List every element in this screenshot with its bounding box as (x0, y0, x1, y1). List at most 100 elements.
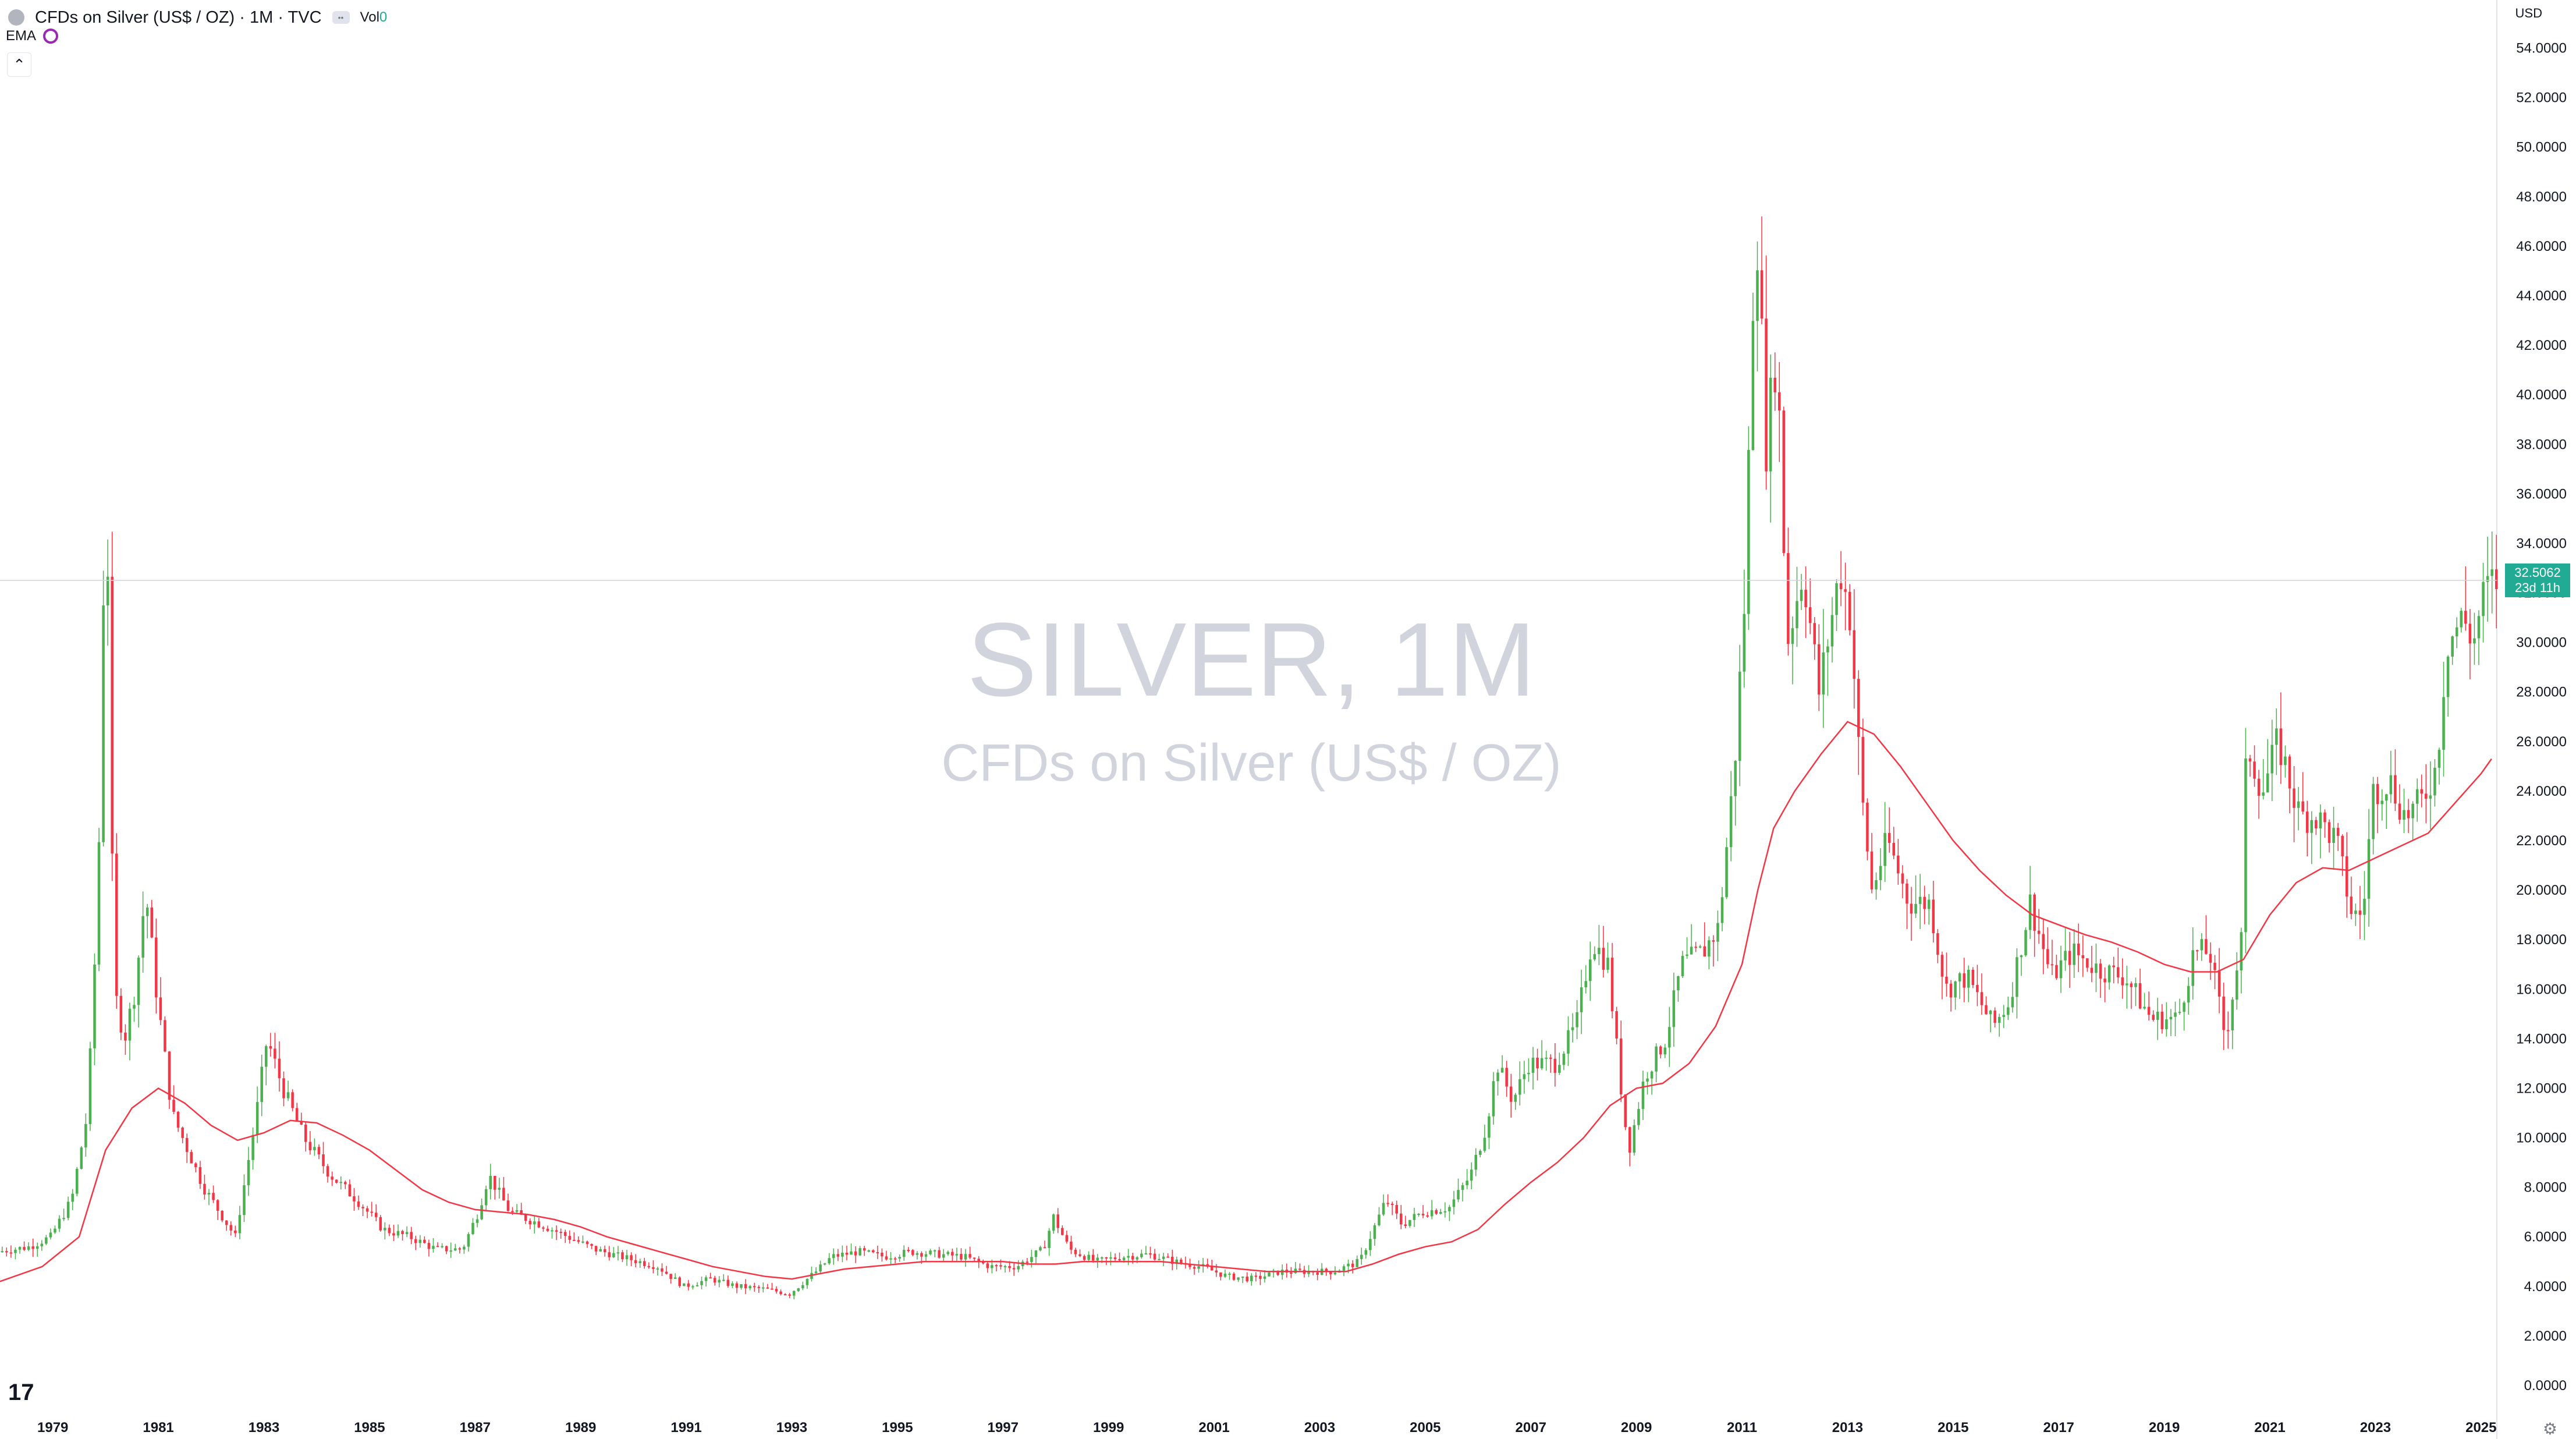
x-tick-label: 1989 (565, 1420, 596, 1436)
candle-body (2209, 954, 2212, 963)
tradingview-logo-icon[interactable]: 17 (8, 1380, 34, 1405)
candle-body (1531, 1057, 1535, 1073)
candle-body (1193, 1267, 1196, 1269)
y-tick-label: 6.0000 (2524, 1229, 2567, 1245)
candle-body (1488, 1116, 1491, 1138)
candle-body (1839, 583, 1843, 590)
candle-body (801, 1285, 804, 1289)
candle-body (1048, 1231, 1051, 1248)
candle-body (1421, 1214, 1425, 1215)
candle-body (1954, 981, 1957, 998)
candle-body (115, 853, 118, 996)
collapse-legend-button[interactable]: ⌃ (7, 52, 31, 77)
ema-label[interactable]: EMA (6, 28, 37, 44)
candle-body (586, 1241, 589, 1245)
candle-body (1615, 1011, 1618, 1039)
symbol-title[interactable]: CFDs on Silver (US$ / OZ) · 1M · TVC (35, 8, 322, 27)
candle-body (2007, 1007, 2010, 1015)
candle-body (463, 1246, 466, 1250)
candle-body (1307, 1271, 1310, 1274)
candle-body (256, 1102, 259, 1135)
candle-body (1663, 1047, 1667, 1055)
candle-body (1280, 1270, 1284, 1275)
candle-body (515, 1210, 519, 1212)
candle-body (1514, 1094, 1517, 1102)
candle-body (1567, 1030, 1570, 1054)
candle-body (1144, 1253, 1148, 1254)
candle-body (2275, 728, 2278, 745)
candle-body (436, 1246, 439, 1247)
candle-body (1796, 601, 1798, 629)
candle-body (673, 1277, 677, 1279)
gear-icon[interactable]: ⚙ (2542, 1420, 2557, 1438)
candle-body (1980, 992, 1984, 1005)
candle-body (524, 1214, 527, 1221)
candle-body (102, 605, 105, 842)
candle-body (1958, 973, 1961, 981)
candle-body (2372, 784, 2375, 839)
candle-body (353, 1196, 356, 1201)
currency-selector[interactable]: USD (2515, 6, 2542, 20)
candle-body (1276, 1270, 1279, 1275)
candle-body (876, 1252, 879, 1254)
candle-body (2486, 576, 2489, 582)
candle-body (1096, 1257, 1099, 1261)
candle-body (2293, 788, 2295, 808)
candle-body (2270, 745, 2274, 774)
candle-body (282, 1078, 285, 1098)
candle-body (700, 1281, 703, 1285)
candle-body (1448, 1207, 1451, 1211)
candle-body (665, 1271, 668, 1274)
candle-body (2174, 1012, 2177, 1017)
x-tick-label: 1997 (988, 1420, 1019, 1436)
candle-body (124, 1032, 127, 1041)
candle-body (1074, 1249, 1077, 1254)
candle-body (977, 1259, 980, 1262)
candle-body (854, 1251, 857, 1256)
candle-body (480, 1205, 483, 1220)
candle-body (476, 1219, 479, 1223)
candle-body (1211, 1267, 1214, 1271)
candle-body (1945, 976, 1948, 984)
x-tick-label: 2007 (1516, 1420, 1546, 1436)
candle-body (2116, 967, 2120, 977)
candle-body (1426, 1215, 1429, 1217)
candle-body (1879, 866, 1882, 880)
candle-body (1936, 933, 1939, 955)
candle-body (1773, 377, 1776, 392)
candle-body (933, 1250, 936, 1252)
candle-body (1720, 897, 1724, 923)
candle-body (2490, 569, 2493, 576)
candle-body (1729, 796, 1733, 848)
candle-body (194, 1163, 197, 1167)
candle-body (1655, 1046, 1658, 1072)
x-tick-label: 2005 (1410, 1420, 1440, 1436)
candle-body (441, 1246, 443, 1247)
candle-body (1787, 553, 1790, 644)
candle-body (2028, 894, 2032, 930)
candle-body (331, 1176, 333, 1180)
candle-body (709, 1277, 712, 1279)
x-tick-label: 2009 (1621, 1420, 1652, 1436)
candle-body (823, 1263, 826, 1265)
candle-body (71, 1193, 74, 1202)
candle-body (1887, 832, 1891, 843)
candle-body (2389, 775, 2393, 795)
y-tick-label: 52.0000 (2516, 90, 2567, 106)
candle-body (1435, 1210, 1438, 1214)
candle-body (361, 1207, 364, 1208)
candle-body (1800, 590, 1803, 601)
candle-body (247, 1160, 250, 1186)
candle-body (1373, 1225, 1376, 1239)
candle-body (260, 1066, 263, 1103)
candle-body (995, 1265, 998, 1267)
candle-body (1778, 392, 1781, 411)
candle-body (2205, 939, 2208, 954)
candle-body (2099, 963, 2102, 979)
indicator-legend: EMA (6, 28, 59, 44)
candle-body (111, 576, 113, 854)
candle-body (1056, 1214, 1059, 1228)
candle-body (2301, 801, 2304, 812)
hide-legend-icon[interactable]: •• (332, 11, 350, 24)
